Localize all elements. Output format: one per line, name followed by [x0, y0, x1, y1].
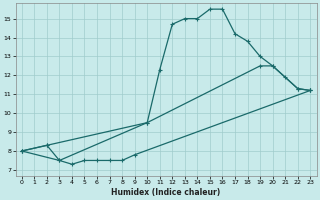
- X-axis label: Humidex (Indice chaleur): Humidex (Indice chaleur): [111, 188, 221, 197]
